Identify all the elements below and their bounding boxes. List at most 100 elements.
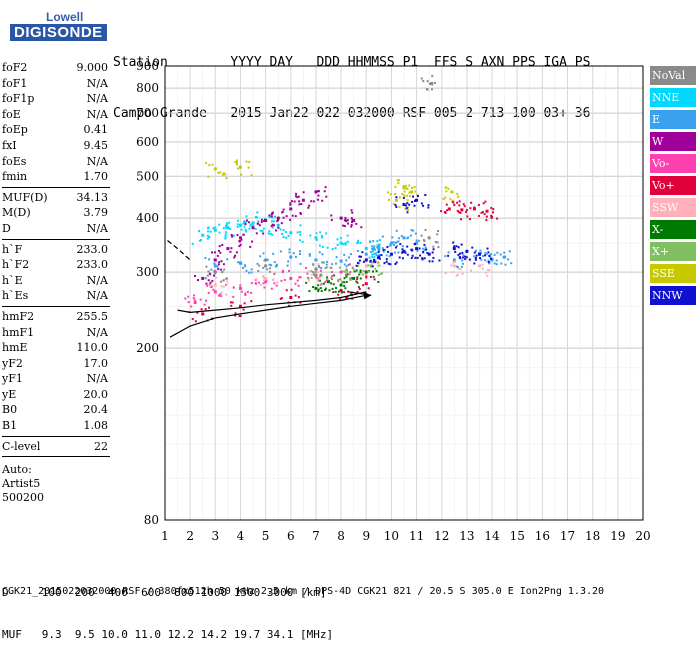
echo-speckle	[230, 247, 233, 250]
echo-speckle	[191, 318, 194, 321]
echo-speckle	[224, 233, 227, 236]
echo-speckle	[312, 271, 315, 274]
echo-speckle	[358, 262, 361, 265]
echo-speckle	[458, 200, 461, 203]
echo-speckle	[294, 294, 297, 297]
footer-muf-line: MUF 9.3 9.5 10.0 11.0 12.2 14.2 19.7 34.…	[2, 628, 334, 641]
echo-speckle	[405, 207, 408, 210]
param-separator	[2, 238, 110, 240]
echo-speckle	[325, 260, 328, 263]
echo-speckle	[438, 259, 441, 262]
echo-speckle	[447, 251, 450, 254]
echo-speckle	[247, 166, 250, 169]
echo-speckle	[488, 262, 491, 265]
echo-speckle	[221, 271, 224, 274]
echo-speckle	[411, 250, 414, 253]
param-name: h`Es	[2, 289, 29, 303]
echo-point	[193, 301, 197, 305]
echo-speckle	[372, 247, 375, 250]
echo-speckle	[348, 273, 351, 276]
echo-speckle	[241, 266, 244, 269]
echo-speckle	[371, 253, 374, 256]
echo-speckle	[259, 255, 262, 258]
echo-speckle	[268, 214, 271, 217]
echo-speckle	[245, 160, 248, 163]
param-value: 233.0	[76, 242, 109, 256]
echo-speckle	[205, 282, 208, 285]
echo-speckle	[378, 254, 381, 257]
echo-speckle	[350, 209, 353, 212]
echo-speckle	[331, 248, 334, 251]
param-name: foEs	[2, 154, 27, 168]
echo-speckle	[324, 186, 327, 189]
echo-speckle	[416, 256, 419, 259]
echo-speckle	[420, 234, 423, 237]
echo-speckle	[268, 263, 271, 266]
echo-point	[201, 233, 205, 237]
echo-speckle	[190, 305, 193, 308]
echo-speckle	[426, 88, 429, 91]
echo-speckle	[397, 240, 400, 243]
echo-point	[201, 312, 205, 316]
echo-speckle	[252, 224, 255, 227]
echo-speckle	[244, 228, 247, 231]
echo-speckle	[326, 278, 329, 281]
echo-speckle	[378, 264, 381, 267]
echo-speckle	[346, 219, 349, 222]
echo-speckle	[452, 201, 455, 204]
echo-speckle	[502, 256, 505, 259]
echo-speckle	[250, 174, 253, 177]
echo-point	[314, 267, 318, 271]
echo-speckle	[256, 262, 259, 265]
echo-speckle	[321, 199, 324, 202]
echo-speckle	[347, 256, 350, 259]
echo-speckle	[464, 255, 467, 258]
echo-speckle	[367, 270, 370, 273]
echo-speckle	[315, 276, 318, 279]
echo-speckle	[324, 267, 327, 270]
echo-speckle	[424, 228, 427, 231]
echo-speckle	[244, 294, 247, 297]
echo-speckle	[226, 222, 229, 225]
echo-speckle	[317, 264, 320, 267]
echo-speckle	[372, 262, 375, 265]
echo-speckle	[488, 269, 491, 272]
echo-point	[460, 208, 464, 212]
echo-speckle	[377, 280, 380, 283]
echo-speckle	[432, 248, 435, 251]
echo-point	[314, 258, 318, 262]
echo-speckle	[424, 193, 427, 196]
echo-point	[264, 218, 268, 222]
echo-point	[377, 247, 381, 251]
echo-speckle	[444, 272, 447, 275]
echo-speckle	[392, 202, 395, 205]
legend-entry: X-	[650, 220, 696, 239]
param-separator	[2, 186, 110, 188]
echo-speckle	[374, 261, 377, 264]
echo-speckle	[254, 227, 257, 230]
echo-speckle	[339, 298, 342, 301]
echo-speckle	[395, 261, 398, 264]
echo-speckle	[345, 220, 348, 223]
echo-speckle	[325, 263, 328, 266]
echo-speckle	[262, 279, 265, 282]
echo-speckle	[457, 195, 460, 198]
echo-speckle	[380, 254, 383, 257]
x-tick-label: 3	[211, 529, 219, 543]
echo-speckle	[459, 211, 462, 214]
echo-speckle	[307, 270, 310, 273]
echo-speckle	[229, 250, 232, 253]
echo-speckle	[436, 233, 439, 236]
echo-speckle	[510, 262, 513, 265]
echo-speckle	[406, 202, 409, 205]
echo-speckle	[371, 265, 374, 268]
echo-speckle	[275, 263, 278, 266]
echo-speckle	[296, 231, 299, 234]
echo-point	[314, 286, 318, 290]
echo-speckle	[405, 194, 408, 197]
echo-speckle	[471, 246, 474, 249]
echo-speckle	[245, 215, 248, 218]
echo-speckle	[362, 260, 365, 263]
echo-speckle	[262, 282, 265, 285]
echo-speckle	[423, 243, 426, 246]
